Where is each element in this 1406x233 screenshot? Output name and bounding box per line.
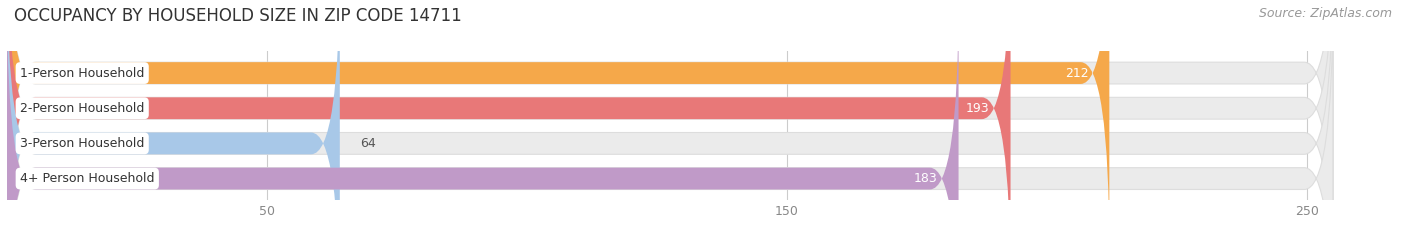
Text: 2-Person Household: 2-Person Household [20, 102, 145, 115]
FancyBboxPatch shape [7, 0, 340, 233]
FancyBboxPatch shape [7, 0, 1333, 233]
Text: 64: 64 [360, 137, 377, 150]
Text: 193: 193 [966, 102, 990, 115]
Text: 1-Person Household: 1-Person Household [20, 67, 145, 79]
FancyBboxPatch shape [7, 0, 1011, 233]
FancyBboxPatch shape [7, 0, 1333, 233]
Text: 4+ Person Household: 4+ Person Household [20, 172, 155, 185]
Text: 212: 212 [1064, 67, 1088, 79]
Text: Source: ZipAtlas.com: Source: ZipAtlas.com [1258, 7, 1392, 20]
FancyBboxPatch shape [7, 0, 959, 233]
Text: 3-Person Household: 3-Person Household [20, 137, 145, 150]
FancyBboxPatch shape [7, 0, 1333, 233]
FancyBboxPatch shape [7, 0, 1109, 233]
FancyBboxPatch shape [7, 0, 1333, 233]
Text: 183: 183 [914, 172, 938, 185]
Text: OCCUPANCY BY HOUSEHOLD SIZE IN ZIP CODE 14711: OCCUPANCY BY HOUSEHOLD SIZE IN ZIP CODE … [14, 7, 461, 25]
